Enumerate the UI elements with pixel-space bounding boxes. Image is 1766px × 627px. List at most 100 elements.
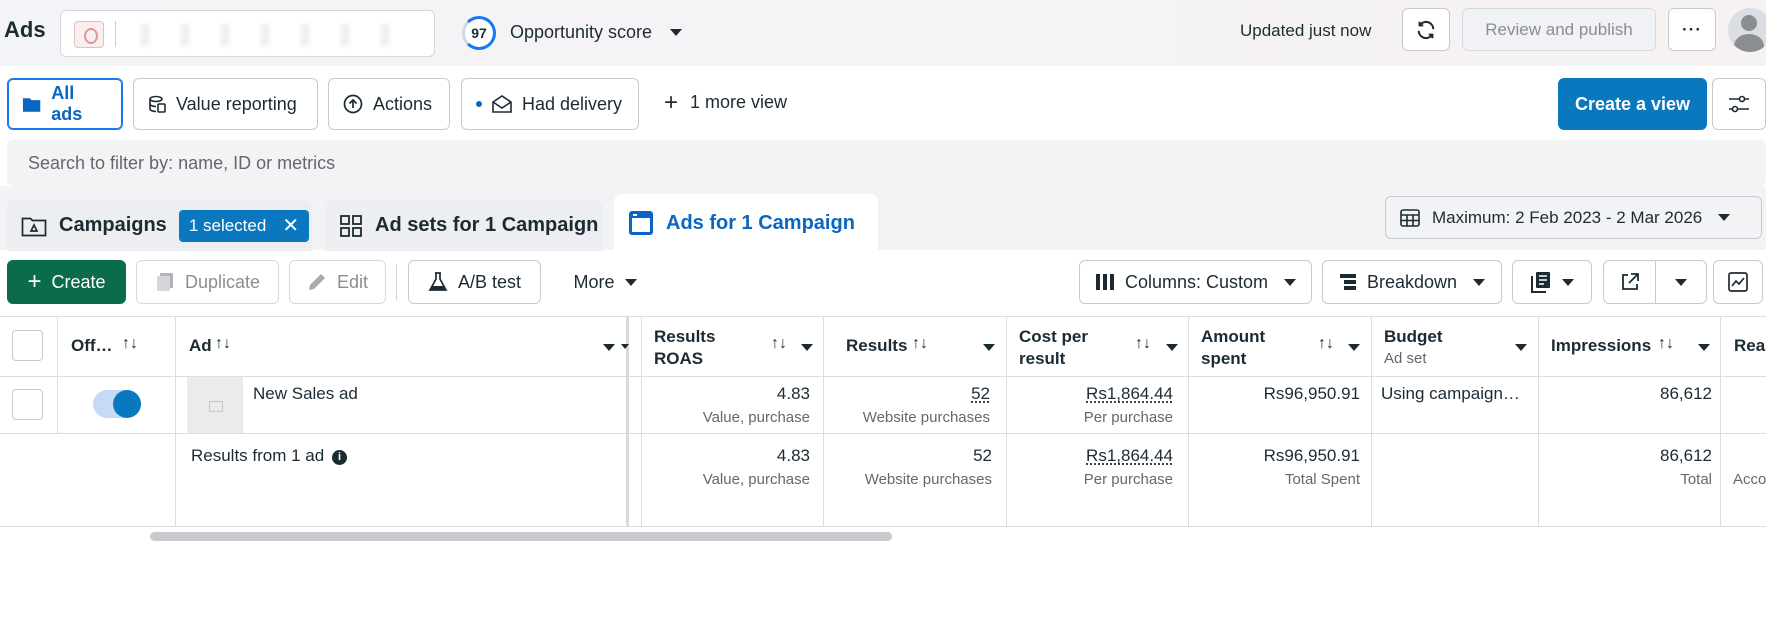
- more-options-button[interactable]: ···: [1668, 8, 1716, 51]
- divider: [0, 433, 1766, 434]
- app-title: Ads: [4, 17, 46, 42]
- chevron-down-icon[interactable]: [621, 344, 629, 349]
- header-subline: Ad set: [1384, 350, 1427, 367]
- view-settings-button[interactable]: [1712, 78, 1766, 130]
- cell-value: 52: [973, 446, 992, 465]
- duplicate-button[interactable]: Duplicate: [136, 260, 279, 304]
- selected-badge[interactable]: 1 selected ✕: [178, 209, 310, 242]
- folder-outline-icon: [21, 217, 47, 236]
- export-button-group: [1603, 260, 1707, 304]
- ad-account-selector[interactable]: [60, 10, 435, 57]
- header-line: result: [1019, 349, 1066, 368]
- sort-icon[interactable]: ↑↓: [215, 335, 231, 352]
- column-header-results-roas[interactable]: Results ROAS: [654, 326, 715, 370]
- cell-value[interactable]: Rs1,864.44: [1086, 384, 1173, 403]
- breakdown-button[interactable]: Breakdown: [1322, 260, 1502, 304]
- column-header-reach[interactable]: Rea: [1734, 336, 1766, 355]
- divider: [0, 376, 1766, 377]
- info-icon[interactable]: i: [331, 449, 347, 465]
- tab-ad-sets[interactable]: Ad sets for 1 Campaign: [325, 200, 603, 251]
- columns-icon: [1095, 274, 1114, 290]
- view-actions[interactable]: Actions: [328, 78, 450, 130]
- header-line: Cost per: [1019, 327, 1088, 346]
- ad-name-link[interactable]: New Sales ad: [253, 384, 358, 403]
- sort-icon[interactable]: ↑↓: [1135, 335, 1151, 352]
- chevron-down-icon[interactable]: [983, 344, 995, 351]
- export-options-button[interactable]: [1656, 261, 1706, 303]
- column-header-impressions[interactable]: Impressions: [1551, 336, 1652, 355]
- sort-icon[interactable]: ↑↓: [771, 335, 787, 352]
- flask-icon: [428, 272, 448, 291]
- divider: [175, 316, 176, 527]
- tab-label: Campaigns: [59, 214, 167, 236]
- cell-subtext: Website purchases: [864, 471, 992, 488]
- refresh-button[interactable]: [1402, 8, 1450, 51]
- view-all-ads[interactable]: All ads: [7, 78, 123, 130]
- ab-test-button[interactable]: A/B test: [408, 260, 541, 304]
- cell-value[interactable]: 52: [971, 384, 990, 403]
- column-header-results[interactable]: Results: [846, 336, 908, 355]
- tab-ads[interactable]: Ads for 1 Campaign: [614, 194, 878, 252]
- chevron-down-icon: [624, 278, 637, 286]
- sort-icon[interactable]: ↑↓: [1318, 335, 1334, 352]
- export-button[interactable]: [1604, 261, 1656, 303]
- column-header-ad[interactable]: Ad: [189, 336, 212, 355]
- chevron-down-icon[interactable]: [1166, 344, 1178, 351]
- cell-subtext: Value, purchase: [702, 471, 810, 488]
- column-header-cost-per-result[interactable]: Cost per result: [1019, 326, 1088, 370]
- breakdown-icon: [1339, 274, 1356, 290]
- sort-icon[interactable]: ↑↓: [912, 335, 928, 352]
- column-header-amount-spent[interactable]: Amount spent: [1201, 326, 1265, 370]
- date-range-picker[interactable]: Maximum: 2 Feb 2023 - 2 Mar 2026: [1385, 196, 1762, 239]
- select-all-checkbox[interactable]: [12, 330, 43, 361]
- cell-value[interactable]: Rs1,864.44: [1086, 446, 1173, 465]
- opportunity-score-label[interactable]: Opportunity score: [510, 22, 653, 42]
- chevron-down-icon[interactable]: [603, 344, 615, 351]
- cell-subtext: Per purchase: [1083, 409, 1173, 426]
- sort-icon[interactable]: ↑↓: [122, 335, 138, 352]
- divider: [115, 21, 116, 47]
- search-input[interactable]: [7, 140, 1766, 186]
- tab-campaigns[interactable]: Campaigns 1 selected ✕: [7, 200, 312, 251]
- chevron-down-icon[interactable]: [1698, 344, 1710, 351]
- edit-button[interactable]: Edit: [289, 260, 386, 304]
- cell-value: 4.83: [776, 446, 810, 465]
- chevron-down-icon[interactable]: [1348, 344, 1360, 351]
- ads-table: [0, 316, 1766, 527]
- frozen-column-divider: [626, 316, 629, 527]
- row-checkbox[interactable]: [12, 389, 43, 420]
- tab-label: Ad sets for 1 Campaign: [375, 214, 599, 236]
- cell-impressions: 86,612: [1550, 383, 1712, 405]
- view-value-reporting[interactable]: Value reporting: [133, 78, 318, 130]
- column-header-off-on[interactable]: Off…: [71, 336, 113, 355]
- chevron-down-icon[interactable]: [1515, 344, 1527, 351]
- pencil-icon: [308, 274, 325, 290]
- avatar[interactable]: [1728, 8, 1766, 52]
- charts-button[interactable]: [1713, 260, 1763, 304]
- close-icon[interactable]: ✕: [282, 215, 300, 237]
- sort-icon[interactable]: ↑↓: [1658, 335, 1674, 352]
- divider: [641, 316, 642, 527]
- opportunity-score-ring[interactable]: 97: [462, 16, 496, 50]
- chevron-down-icon[interactable]: [801, 344, 813, 351]
- create-button[interactable]: + Create: [7, 260, 126, 304]
- chevron-down-icon: [1718, 214, 1731, 221]
- columns-label: Columns: Custom: [1124, 271, 1269, 292]
- horizontal-scrollbar[interactable]: [150, 532, 892, 541]
- review-and-publish-button[interactable]: Review and publish: [1462, 8, 1656, 51]
- create-view-button[interactable]: Create a view: [1558, 78, 1707, 130]
- more-views-button[interactable]: + 1 more view: [664, 90, 787, 114]
- chevron-down-icon: [1284, 278, 1297, 286]
- more-actions-button[interactable]: More: [560, 260, 650, 304]
- upload-circle-icon: [343, 94, 363, 114]
- reports-button[interactable]: [1512, 260, 1592, 304]
- column-header-budget[interactable]: Budget Ad set: [1384, 326, 1443, 370]
- chevron-down-icon[interactable]: [670, 29, 682, 36]
- view-had-delivery[interactable]: Had delivery: [461, 78, 639, 130]
- ad-status-toggle[interactable]: [93, 390, 141, 418]
- columns-button[interactable]: Columns: Custom: [1079, 260, 1312, 304]
- tab-label: Ads for 1 Campaign: [666, 211, 855, 234]
- sliders-icon: [1729, 95, 1749, 113]
- summary-impressions: 86,612 Total: [1550, 445, 1712, 491]
- duplicate-label: Duplicate: [184, 271, 261, 292]
